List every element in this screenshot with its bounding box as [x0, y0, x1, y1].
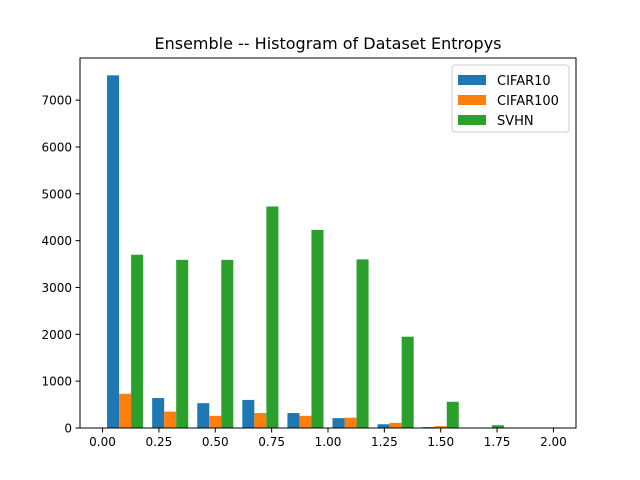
- x-tick-label: 0.00: [89, 435, 116, 449]
- y-tick-label: 1000: [41, 375, 72, 389]
- legend-label-cifar10: CIFAR10: [497, 74, 551, 89]
- bar-cifar100-bin-6: [389, 422, 402, 428]
- x-tick-label: 1.00: [315, 435, 342, 449]
- legend-label-svhn: SVHN: [497, 114, 534, 129]
- bar-svhn-bin-7: [446, 401, 459, 428]
- y-tick-label: 3000: [41, 281, 72, 295]
- bar-cifar100-bin-5: [344, 417, 357, 428]
- y-axis: 0 1000 2000 3000 4000 5000 6000 7000: [41, 94, 80, 436]
- bars-layer: [107, 75, 504, 428]
- bar-svhn-bin-0: [131, 254, 144, 428]
- bar-cifar10-bin-6: [377, 424, 390, 428]
- bar-svhn-bin-4: [311, 229, 324, 428]
- bar-svhn-bin-6: [401, 336, 414, 428]
- x-axis: 0.00 0.25 0.50 0.75 1.00 1.25 1.50 1.75 2.00: [89, 428, 567, 449]
- bar-svhn-bin-2: [221, 259, 234, 428]
- y-tick-label: 4000: [41, 234, 72, 248]
- chart-title: Ensemble -- Histogram of Dataset Entropy…: [154, 34, 501, 53]
- legend-label-cifar100: CIFAR100: [497, 94, 559, 109]
- y-tick-label: 7000: [41, 94, 72, 108]
- x-tick-label: 0.50: [202, 435, 229, 449]
- x-tick-label: 2.00: [540, 435, 567, 449]
- bar-cifar10-bin-1: [152, 398, 165, 428]
- bar-cifar10-bin-3: [242, 399, 255, 428]
- legend: CIFAR10 CIFAR100 SVHN: [451, 64, 570, 133]
- x-tick-label: 1.75: [484, 435, 511, 449]
- bar-cifar100-bin-2: [209, 415, 222, 428]
- bar-cifar100-bin-3: [254, 413, 267, 428]
- x-tick-label: 0.25: [146, 435, 173, 449]
- x-tick-label: 1.50: [427, 435, 454, 449]
- bar-svhn-bin-1: [176, 259, 189, 428]
- bar-cifar10-bin-4: [287, 413, 300, 428]
- x-tick-label: 1.25: [371, 435, 398, 449]
- bar-cifar100-bin-4: [299, 415, 312, 428]
- bar-cifar100-bin-0: [119, 393, 132, 428]
- bar-cifar100-bin-7: [434, 426, 447, 428]
- y-tick-label: 5000: [41, 187, 72, 201]
- x-tick-label: 0.75: [258, 435, 285, 449]
- bar-svhn-bin-8: [491, 425, 504, 428]
- y-tick-label: 0: [64, 422, 72, 436]
- bar-svhn-bin-5: [356, 259, 369, 428]
- bar-svhn-bin-3: [266, 206, 279, 428]
- bar-cifar10-bin-0: [107, 75, 120, 428]
- y-tick-label: 2000: [41, 328, 72, 342]
- y-tick-label: 6000: [41, 140, 72, 154]
- bar-cifar10-bin-2: [197, 403, 210, 428]
- bar-cifar100-bin-1: [164, 411, 177, 428]
- legend-swatch-svhn: [458, 115, 486, 125]
- legend-swatch-cifar100: [458, 95, 486, 105]
- bar-cifar10-bin-5: [332, 418, 345, 428]
- legend-swatch-cifar10: [458, 75, 486, 85]
